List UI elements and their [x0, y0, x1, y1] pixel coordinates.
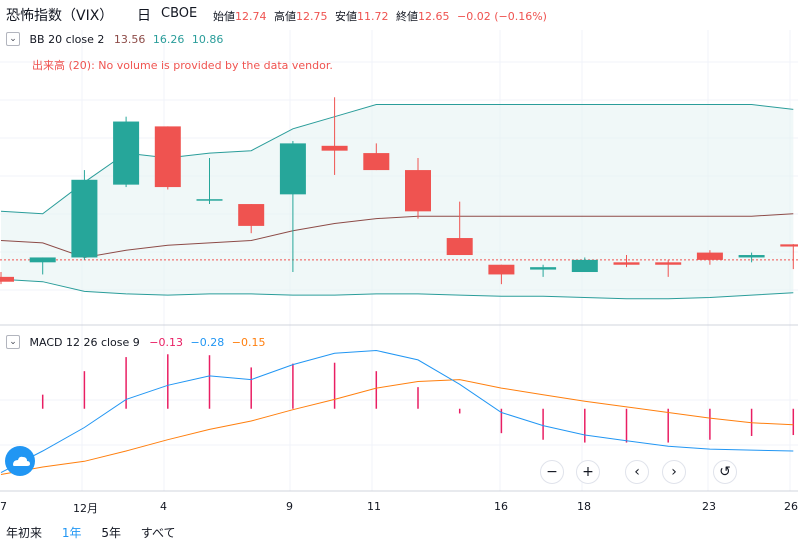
- range-all[interactable]: すべて: [140, 526, 176, 540]
- bb-legend[interactable]: ⌄ BB 20 close 2 13.56 16.26 10.86: [6, 32, 224, 51]
- range-5y[interactable]: 5年: [101, 526, 121, 540]
- bb-lower-value: 10.86: [191, 33, 224, 46]
- cloud-logo-icon[interactable]: [5, 446, 35, 476]
- candle-body: [71, 179, 98, 258]
- candle-body: [0, 276, 14, 282]
- close-value: 12.65: [418, 10, 450, 23]
- low-label: 安値: [335, 10, 357, 23]
- candle-body: [488, 264, 515, 275]
- x-tick-label: 11: [367, 500, 381, 513]
- candle-body: [279, 143, 306, 195]
- candle-body: [154, 126, 181, 188]
- bb-fill: [1, 104, 794, 299]
- x-tick-label: 12月: [73, 502, 98, 515]
- range-selector: 年初来 1年 5年 すべて: [0, 524, 185, 541]
- macd-histogram: [41, 354, 795, 443]
- candle-body: [530, 267, 557, 270]
- volume-error-message: 出来高 (20): No volume is provided by the d…: [32, 59, 333, 72]
- candle-body: [738, 255, 765, 258]
- chevron-down-icon[interactable]: ⌄: [6, 335, 20, 349]
- bb-basis-line: [0, 213, 794, 259]
- candle-body: [613, 262, 640, 265]
- x-tick-label: 16: [494, 500, 508, 513]
- symbol-title[interactable]: 恐怖指数（VIX）: [6, 8, 114, 24]
- change-value: −0.02 (−0.16%): [457, 10, 547, 23]
- macd-legend-name: MACD 12 26 close 9: [29, 336, 140, 349]
- zoom-in-button[interactable]: +: [576, 460, 600, 484]
- scroll-right-button[interactable]: ›: [662, 460, 686, 484]
- scroll-left-button[interactable]: ‹: [625, 460, 649, 484]
- range-ytd[interactable]: 年初来: [6, 526, 43, 540]
- candle-body: [196, 199, 223, 201]
- macd-line: [0, 349, 794, 474]
- high-value: 12.75: [296, 10, 328, 23]
- macd-hist-value: −0.13: [149, 336, 184, 349]
- candles: [0, 97, 798, 285]
- candle-body: [363, 153, 390, 171]
- candle-body: [405, 170, 431, 212]
- x-tick-label: 26: [784, 500, 798, 513]
- candle-body: [446, 238, 473, 256]
- reset-chart-button[interactable]: ↺: [713, 460, 737, 484]
- exchange-label: CBOE: [161, 6, 198, 21]
- interval-label[interactable]: 日: [137, 8, 151, 24]
- low-value: 11.72: [357, 10, 389, 23]
- chevron-down-icon[interactable]: ⌄: [6, 32, 20, 46]
- macd-value: −0.28: [190, 336, 225, 349]
- x-tick-label: 23: [702, 500, 716, 513]
- close-label: 終値: [396, 10, 418, 23]
- zoom-out-button[interactable]: −: [540, 460, 564, 484]
- candle-body: [696, 252, 723, 260]
- high-label: 高値: [274, 10, 296, 23]
- x-tick-label: 7: [0, 500, 7, 513]
- open-label: 始値: [213, 10, 235, 23]
- x-tick-label: 18: [577, 500, 591, 513]
- chart-header: 恐怖指数（VIX） 日 CBOE 始値12.74 高値12.75 安値11.72…: [0, 0, 798, 30]
- candle-body: [571, 259, 598, 273]
- bb-basis-value: 13.56: [113, 33, 146, 46]
- x-tick-label: 4: [160, 500, 167, 513]
- signal-line: [0, 379, 794, 475]
- bb-legend-name: BB 20 close 2: [29, 33, 105, 46]
- bb-upper-value: 16.26: [152, 33, 185, 46]
- candle-body: [655, 262, 682, 265]
- bb-lower-line: [0, 278, 794, 300]
- macd-legend[interactable]: ⌄ MACD 12 26 close 9 −0.13 −0.28 −0.15: [6, 335, 266, 354]
- range-1y[interactable]: 1年: [61, 526, 82, 540]
- open-value: 12.74: [235, 10, 267, 23]
- candle-body: [29, 257, 56, 263]
- candle-body: [321, 145, 348, 151]
- candle-body: [113, 121, 140, 185]
- x-tick-label: 9: [286, 500, 293, 513]
- candle-body: [780, 244, 798, 247]
- candle-body: [238, 204, 265, 226]
- signal-value: −0.15: [231, 336, 266, 349]
- ohlc-values: 始値12.74 高値12.75 安値11.72 終値12.65 −0.02 (−…: [213, 8, 551, 24]
- cloud-icon: [13, 456, 30, 466]
